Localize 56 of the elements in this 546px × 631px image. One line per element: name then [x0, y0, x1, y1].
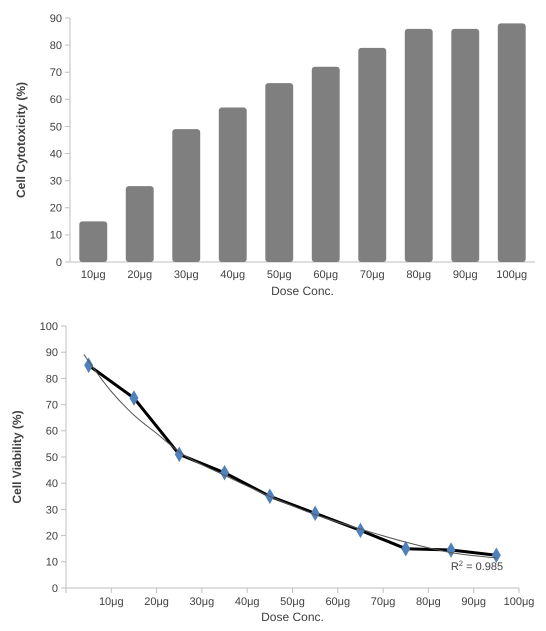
y-tick-label: 60	[50, 94, 62, 106]
x-tick-label: 60μg	[313, 269, 338, 281]
x-tick-label: 100μg	[504, 596, 534, 608]
y-tick-label: 90	[50, 12, 62, 25]
y-tick-label: 20	[50, 202, 62, 215]
x-tick-label: 60μg	[325, 596, 350, 608]
x-tick-label: 100μg	[496, 269, 528, 281]
bar	[126, 186, 154, 262]
y-tick-label: 80	[46, 373, 58, 386]
y-axis-title: Cell Viability (%)	[10, 410, 24, 504]
y-tick-label: 30	[50, 176, 62, 188]
y-tick-label: 0	[52, 582, 58, 595]
x-tick-label: 30μg	[190, 596, 214, 608]
bar	[172, 129, 200, 262]
y-axis-title: Cell Cytotoxicity (%)	[14, 82, 28, 198]
x-axis-title: Dose Conc.	[261, 610, 324, 624]
bar	[498, 23, 526, 262]
x-tick-label: 10μg	[80, 269, 106, 281]
x-tick-label: 70μg	[370, 596, 396, 608]
x-tick-label: 20μg	[144, 596, 169, 608]
bar	[312, 66, 340, 262]
y-tick-label: 60	[46, 426, 58, 438]
x-tick-label: 10μg	[98, 596, 124, 608]
y-tick-label: 40	[50, 148, 62, 160]
y-tick-label: 0	[56, 256, 62, 269]
x-tick-label: 50μg	[266, 269, 292, 281]
bar	[265, 83, 294, 262]
x-tick-label: 50μg	[280, 596, 305, 608]
y-tick-label: 80	[50, 40, 62, 52]
x-tick-label: 40μg	[220, 269, 246, 281]
y-tick-label: 70	[46, 399, 58, 412]
bar	[79, 221, 108, 262]
y-tick-label: 10	[46, 556, 58, 569]
y-tick-label: 30	[46, 504, 58, 516]
x-tick-label: 90μg	[452, 269, 478, 281]
x-tick-label: 70μg	[360, 269, 385, 281]
bar	[218, 107, 247, 262]
x-axis-title: Dose Conc.	[271, 284, 334, 298]
y-tick-label: 40	[46, 478, 58, 490]
x-tick-label: 30μg	[174, 269, 199, 281]
y-tick-label: 100	[40, 320, 58, 333]
x-tick-label: 20μg	[127, 269, 152, 281]
y-tick-label: 50	[46, 452, 58, 464]
y-tick-label: 50	[50, 121, 62, 134]
x-tick-label: 40μg	[234, 596, 260, 608]
bar	[451, 28, 480, 262]
y-tick-label: 10	[50, 230, 62, 242]
x-tick-label: 80μg	[416, 596, 441, 608]
y-tick-label: 20	[46, 530, 58, 542]
x-tick-label: 90μg	[461, 596, 486, 608]
y-tick-label: 70	[50, 67, 62, 80]
x-tick-label: 80μg	[406, 269, 432, 281]
bar	[358, 48, 386, 262]
y-tick-label: 90	[46, 347, 58, 360]
bar	[404, 28, 433, 262]
annotation: R$^{2}$ = 0.985	[450, 558, 504, 573]
